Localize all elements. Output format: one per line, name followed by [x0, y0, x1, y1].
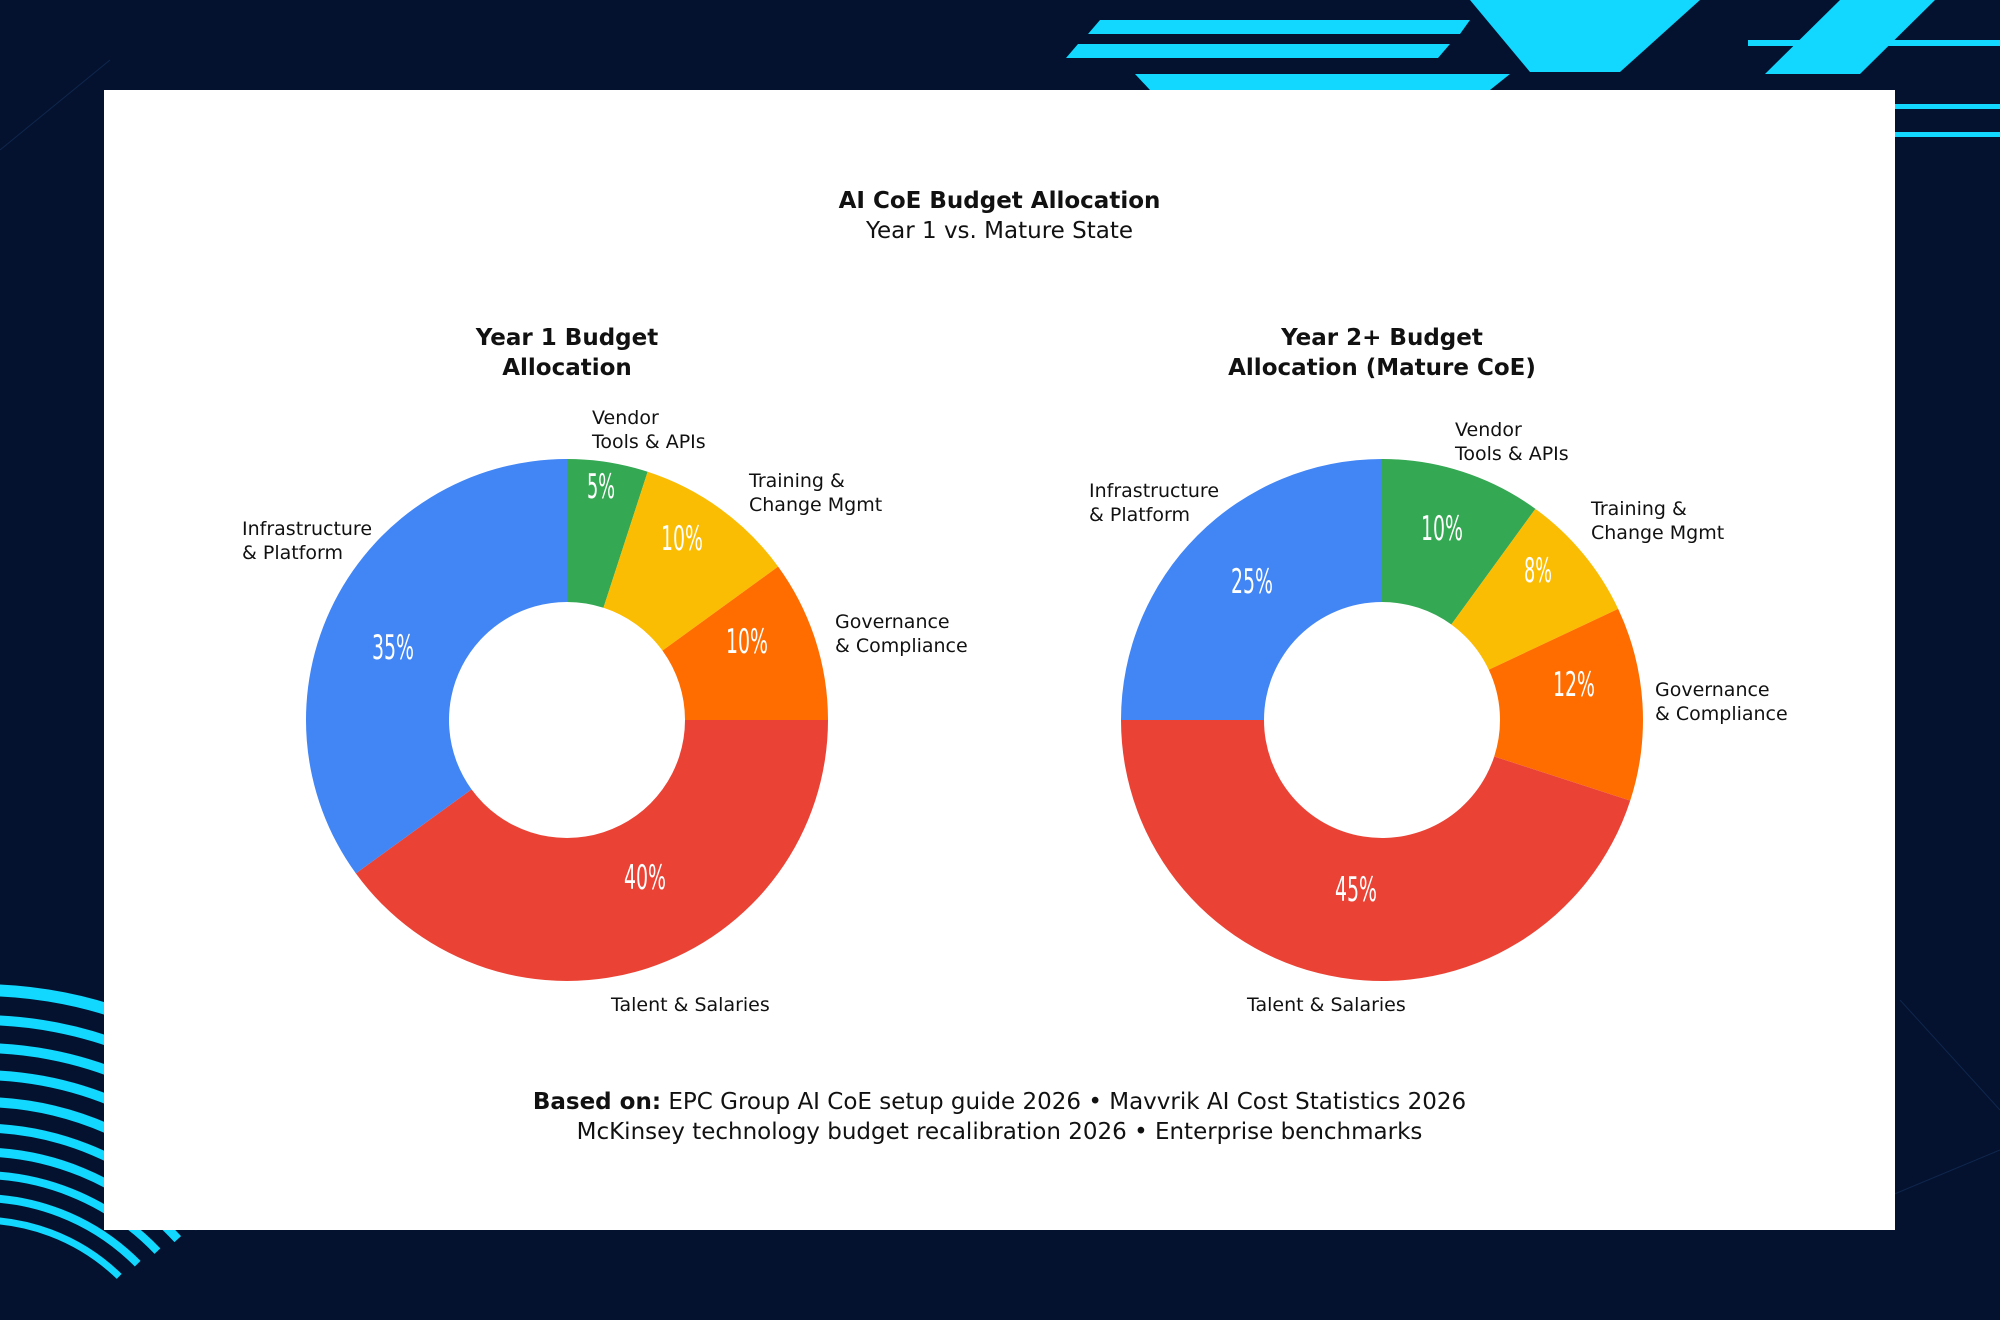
slice-percent-label: 40%: [624, 858, 666, 898]
source-note-label: Based on:: [532, 1089, 662, 1115]
slice-percent-label: 45%: [1335, 870, 1377, 910]
source-note-line-1: Based on: EPC Group AI CoE setup guide 2…: [104, 1089, 1895, 1115]
donut-slice: [603, 471, 779, 651]
slice-category-label: & Platform: [1089, 504, 1190, 526]
donut-slice: [306, 459, 567, 874]
slice-percent-label: 10%: [661, 519, 703, 559]
slice-percent-label: 35%: [372, 628, 414, 668]
donut-slice: [1451, 508, 1619, 670]
slice-category-label: & Compliance: [835, 635, 968, 657]
donut-slice: [1121, 720, 1631, 981]
donut-slice: [1488, 608, 1643, 801]
page-subtitle: Year 1 vs. Mature State: [866, 218, 1133, 244]
slice-category-label: & Platform: [242, 542, 343, 564]
slice-category-label: Governance: [1655, 679, 1770, 701]
slice-category-label: Change Mgmt: [1591, 522, 1724, 544]
slice-category-label: & Compliance: [1655, 703, 1788, 725]
decor-arc: [0, 1194, 141, 1267]
slice-category-label: Vendor: [1455, 419, 1522, 441]
slice-percent-label: 5%: [587, 467, 615, 507]
donut-slice: [662, 566, 828, 720]
slice-category-label: Training &: [748, 470, 845, 492]
slice-category-label: Talent & Salaries: [1246, 994, 1406, 1016]
slice-category-label: Talent & Salaries: [610, 994, 770, 1016]
slice-category-label: Training &: [1590, 498, 1687, 520]
slice-category-label: Governance: [835, 611, 950, 633]
chart-title-line: Allocation (Mature CoE): [1228, 355, 1536, 381]
chart-card: AI CoE Budget Allocation Year 1 vs. Matu…: [104, 90, 1895, 1230]
decor-arc: [0, 1217, 122, 1279]
slice-percent-label: 10%: [726, 622, 768, 662]
chart-title-line: Year 1 Budget: [475, 325, 658, 351]
donut-slice: [567, 459, 648, 608]
slice-category-label: Vendor: [592, 407, 659, 429]
decor-arc: [0, 1171, 161, 1254]
slice-percent-label: 10%: [1421, 509, 1463, 549]
source-note-line-2: McKinsey technology budget recalibration…: [576, 1119, 1423, 1145]
source-note-text: EPC Group AI CoE setup guide 2026 • Mavv…: [661, 1089, 1467, 1115]
chart-title-line: Year 2+ Budget: [1280, 325, 1483, 351]
chart-title-line: Allocation: [502, 355, 632, 381]
donut-slice: [1121, 459, 1382, 720]
slice-percent-label: 25%: [1231, 562, 1273, 602]
donut-slice: [355, 720, 828, 981]
slice-category-label: Change Mgmt: [749, 494, 882, 516]
donut-chart-2: Year 2+ Budget Allocation (Mature CoE) 10%…: [1089, 325, 1788, 1016]
slice-percent-label: 8%: [1524, 551, 1552, 591]
slice-category-label: Tools & APIs: [1454, 443, 1569, 465]
slice-category-label: Tools & APIs: [591, 431, 706, 453]
slice-category-label: Infrastructure: [1089, 480, 1219, 502]
slice-category-label: Infrastructure: [242, 518, 372, 540]
slice-percent-label: 12%: [1553, 665, 1595, 705]
page-title: AI CoE Budget Allocation: [838, 188, 1161, 214]
donut-slice: [1382, 459, 1536, 625]
